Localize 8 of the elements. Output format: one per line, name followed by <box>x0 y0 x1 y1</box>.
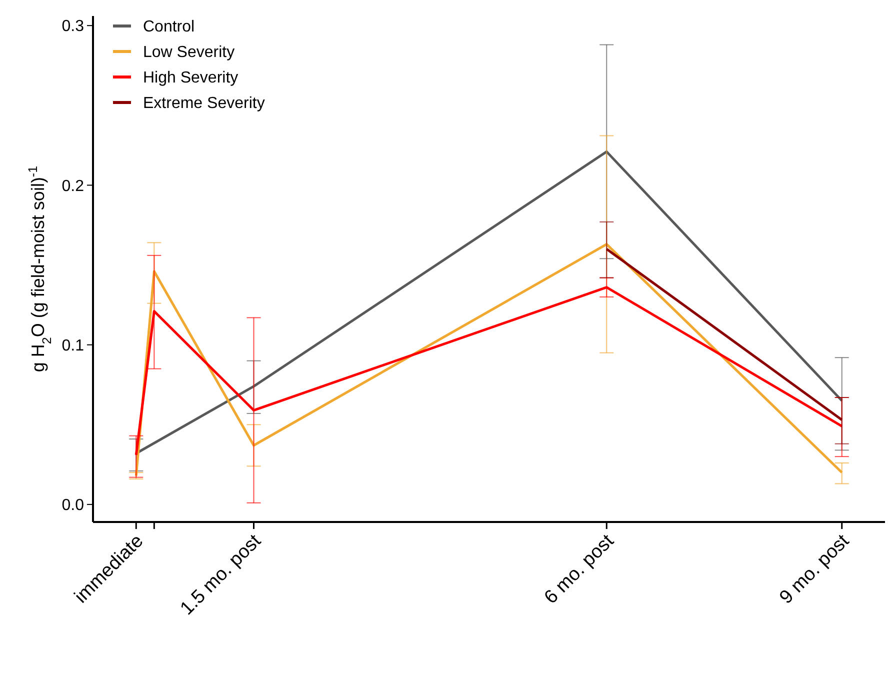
y-tick-label: 0.0 <box>62 497 84 514</box>
y-tick-label: 0.3 <box>62 18 84 36</box>
legend-label: Control <box>143 18 195 36</box>
legend-label: High Severity <box>143 70 238 87</box>
legend-label: Low Severity <box>143 44 235 62</box>
y-tick-label: 0.2 <box>62 178 84 195</box>
legend-label: Extreme Severity <box>143 95 265 112</box>
y-tick-label: 0.1 <box>62 337 84 354</box>
